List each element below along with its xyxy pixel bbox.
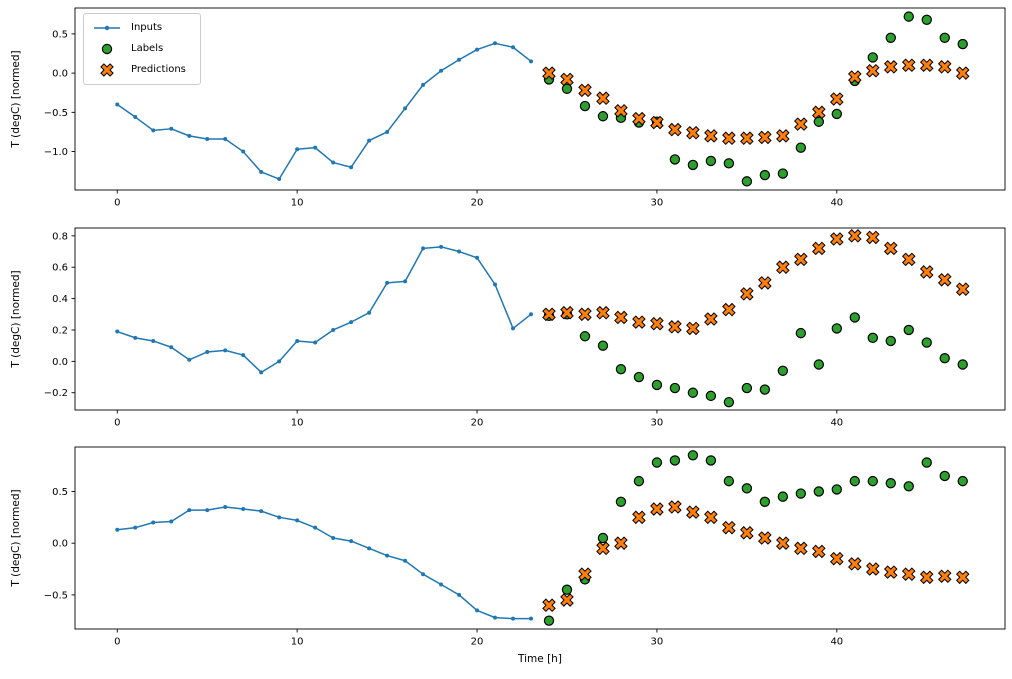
legend-item-predictions: Predictions <box>92 63 186 77</box>
x-tick-label: 40 <box>830 637 843 648</box>
legend-label-inputs: Inputs <box>131 22 163 33</box>
series-inputs <box>115 244 534 375</box>
y-tick-label: 0.8 <box>52 231 68 242</box>
y-tick-label: −0.5 <box>44 590 68 601</box>
axes-frame <box>74 7 1006 191</box>
x-tick-label: 0 <box>114 637 120 648</box>
series-predictions <box>542 229 970 336</box>
x-tick-label: 30 <box>651 637 664 648</box>
x-ticks: 0 10 20 30 40 <box>114 190 843 209</box>
y-tick-label: 0.4 <box>52 294 68 305</box>
legend-item-inputs: Inputs <box>92 21 186 35</box>
y-tick-label: 0.6 <box>52 263 68 274</box>
x-tick-label: 0 <box>114 198 120 209</box>
series-labels <box>543 450 968 626</box>
x-tick-label: 10 <box>291 418 304 429</box>
y-tick-label: −0.2 <box>44 388 68 399</box>
series-inputs <box>115 41 534 182</box>
y-tick-label: 0.2 <box>52 325 68 336</box>
x-tick-label: 30 <box>651 198 664 209</box>
x-tick-label: 40 <box>830 418 843 429</box>
x-ticks: 0 10 20 30 40 <box>114 410 843 429</box>
subplot-3: 0 10 20 30 40 0.5 0.0 −0.5 T (degC) [normed] Time… <box>10 446 1006 665</box>
x-tick-label: 40 <box>830 198 843 209</box>
series-predictions <box>542 500 970 613</box>
x-tick-label: 10 <box>291 637 304 648</box>
subplot-2: 0 10 20 30 40 0.8 0.6 0.4 0.2 0.0 −0.2 T (degC) [no… <box>10 227 1006 429</box>
y-tick-label: 0.0 <box>52 539 68 550</box>
y-tick-label: 0.5 <box>52 29 68 40</box>
y-ticks: 0.5 0.0 −0.5 <box>44 487 75 601</box>
y-ticks: 0.8 0.6 0.4 0.2 0.0 −0.2 <box>44 231 75 399</box>
y-ticks: 0.5 0.0 −0.5 −1.0 <box>44 29 75 158</box>
x-tick-label: 10 <box>291 198 304 209</box>
series-inputs <box>115 504 534 621</box>
x-axis-label: Time [h] <box>517 653 562 665</box>
y-axis-label: T (degC) [normed] <box>10 50 22 148</box>
y-tick-label: 0.5 <box>52 487 68 498</box>
legend-label-predictions: Predictions <box>131 64 186 75</box>
legend-item-labels: Labels <box>92 42 186 56</box>
predictions-x-icon <box>100 63 114 77</box>
y-tick-label: 0.0 <box>52 357 68 368</box>
legend-label-labels: Labels <box>131 43 164 54</box>
x-tick-label: 20 <box>471 418 484 429</box>
x-ticks: 0 10 20 30 40 <box>114 629 843 648</box>
axes-frame <box>74 227 1006 411</box>
x-tick-label: 0 <box>114 418 120 429</box>
subplot-1: 0 10 20 30 40 0.5 0.0 −0.5 −1.0 T (degC) [normed] <box>10 7 1006 209</box>
x-tick-label: 20 <box>471 637 484 648</box>
axes-frame <box>74 446 1006 630</box>
x-tick-label: 30 <box>651 418 664 429</box>
legend: Inputs Labels Predictions <box>83 13 201 85</box>
y-tick-label: −1.0 <box>44 147 68 158</box>
series-predictions <box>542 58 970 146</box>
x-tick-label: 20 <box>471 198 484 209</box>
y-axis-label: T (degC) [normed] <box>10 489 22 587</box>
y-tick-label: 0.0 <box>52 69 68 80</box>
labels-circle-icon <box>101 43 113 55</box>
y-tick-label: −0.5 <box>44 108 68 119</box>
inputs-line-icon <box>94 25 120 31</box>
y-axis-label: T (degC) [normed] <box>10 270 22 368</box>
